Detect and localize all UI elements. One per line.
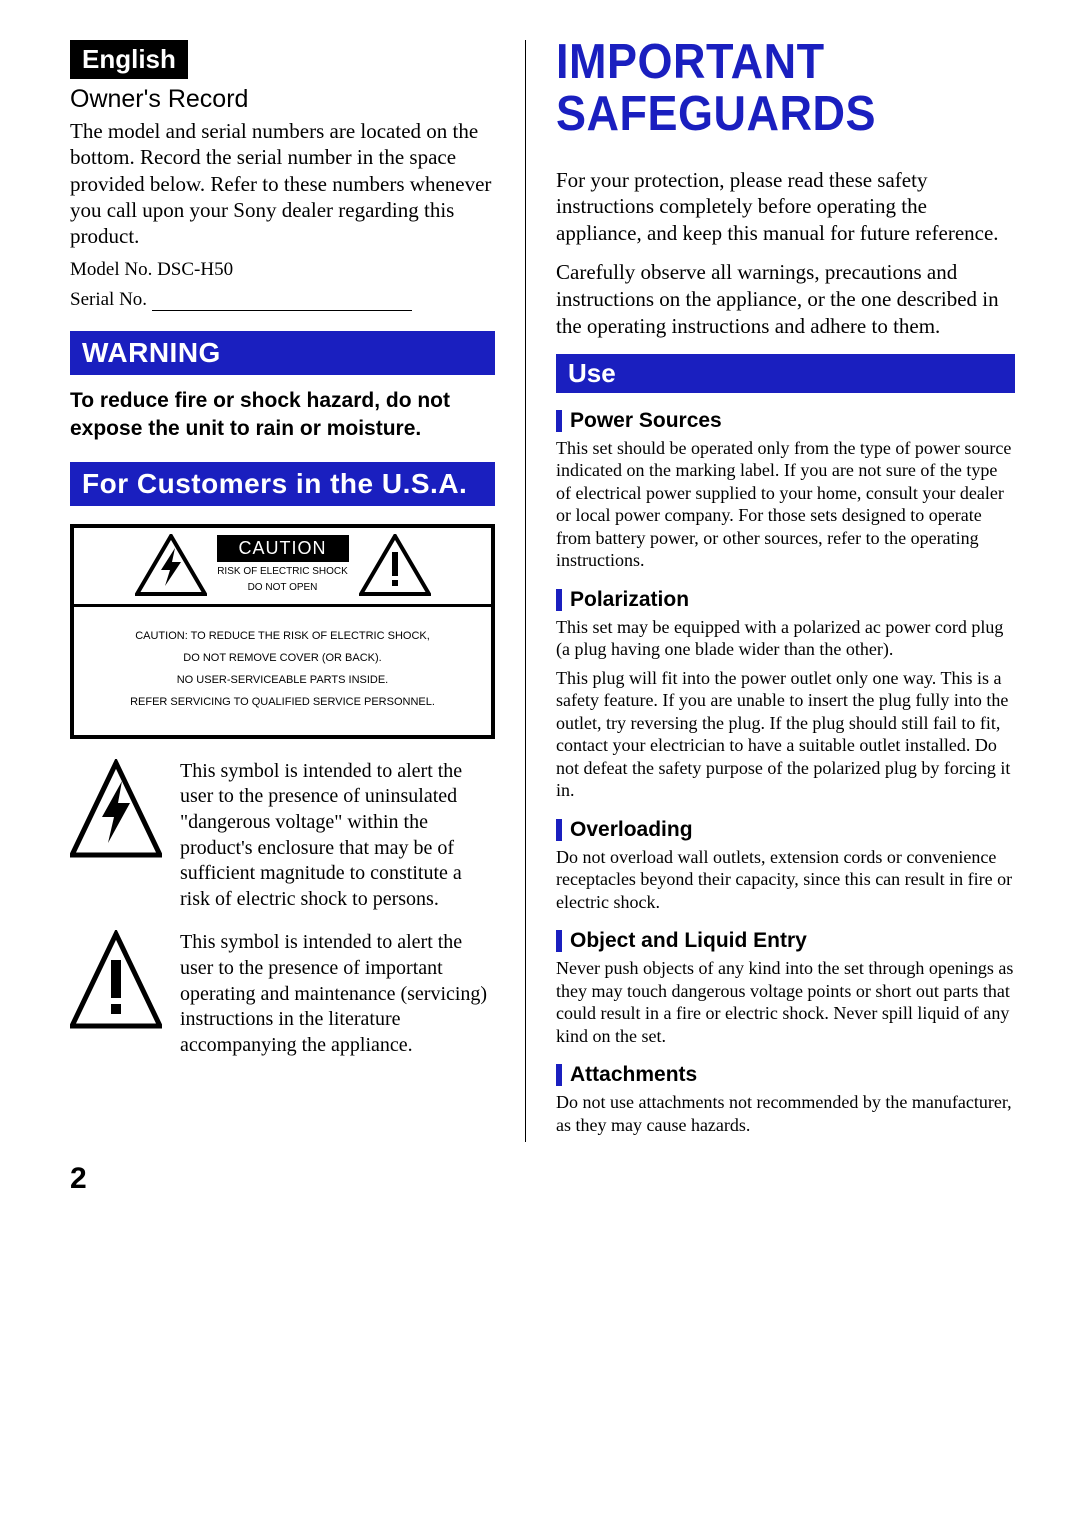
- caution-line-2: DO NOT REMOVE COVER (OR BACK).: [94, 647, 471, 669]
- section-heading: Power Sources: [556, 409, 1015, 433]
- use-sections: Power Sources This set should be operated…: [556, 409, 1015, 1137]
- blue-tick-icon: [556, 930, 562, 952]
- caution-title: CAUTION: [217, 535, 349, 562]
- intro-2: Carefully observe all warnings, precauti…: [556, 259, 1015, 340]
- blue-tick-icon: [556, 410, 562, 432]
- symbol-1-text: This symbol is intended to alert the use…: [180, 759, 495, 913]
- caution-box: CAUTION RISK OF ELECTRIC SHOCK DO NOT OP…: [70, 524, 495, 739]
- caution-sub2: DO NOT OPEN: [217, 582, 349, 594]
- page-container: English Owner's Record The model and ser…: [70, 40, 1030, 1142]
- caution-header-row: CAUTION RISK OF ELECTRIC SHOCK DO NOT OP…: [74, 528, 491, 604]
- title-line-2: SAFEGUARDS: [556, 87, 1015, 139]
- section-heading-text: Attachments: [570, 1063, 697, 1087]
- caution-sub1: RISK OF ELECTRIC SHOCK: [217, 566, 349, 578]
- blue-tick-icon: [556, 589, 562, 611]
- serial-number-field: Serial No.: [70, 289, 495, 311]
- model-number: Model No. DSC-H50: [70, 259, 495, 281]
- intro-1: For your protection, please read these s…: [556, 167, 1015, 248]
- use-banner: Use: [556, 354, 1015, 393]
- right-column: IMPORTANT SAFEGUARDS For your protection…: [525, 40, 1015, 1142]
- owners-record-heading: Owner's Record: [70, 85, 495, 114]
- section-heading: Object and Liquid Entry: [556, 929, 1015, 953]
- section-heading: Attachments: [556, 1063, 1015, 1087]
- section-heading-text: Power Sources: [570, 409, 722, 433]
- section-heading: Overloading: [556, 818, 1015, 842]
- caution-line-4: REFER SERVICING TO QUALIFIED SERVICE PER…: [94, 691, 471, 713]
- warning-body: To reduce fire or shock hazard, do not e…: [70, 387, 495, 442]
- exclamation-triangle-icon: [70, 930, 162, 1034]
- symbol-explain-2: This symbol is intended to alert the use…: [70, 930, 495, 1058]
- section-body: Do not overload wall outlets, extension …: [556, 846, 1015, 914]
- serial-label: Serial No.: [70, 289, 147, 310]
- caution-body: CAUTION: TO REDUCE THE RISK OF ELECTRIC …: [74, 604, 491, 735]
- caution-line-3: NO USER-SERVICEABLE PARTS INSIDE.: [94, 669, 471, 691]
- owners-record-body: The model and serial numbers are located…: [70, 118, 495, 249]
- language-tag: English: [70, 40, 188, 79]
- symbol-2-text: This symbol is intended to alert the use…: [180, 930, 495, 1058]
- section-body-2: This plug will fit into the power outlet…: [556, 667, 1015, 802]
- serial-blank-line: [152, 310, 412, 311]
- blue-tick-icon: [556, 819, 562, 841]
- section-body: Do not use attachments not recommended b…: [556, 1091, 1015, 1136]
- exclamation-triangle-icon: [359, 534, 431, 596]
- caution-line-1: CAUTION: TO REDUCE THE RISK OF ELECTRIC …: [94, 625, 471, 647]
- customers-usa-banner: For Customers in the U.S.A.: [70, 462, 495, 506]
- section-heading-text: Polarization: [570, 588, 689, 612]
- section-body: Never push objects of any kind into the …: [556, 957, 1015, 1047]
- lightning-triangle-icon: [135, 534, 207, 596]
- section-body: This set should be operated only from th…: [556, 437, 1015, 572]
- symbol-explain-1: This symbol is intended to alert the use…: [70, 759, 495, 913]
- safeguards-title: IMPORTANT SAFEGUARDS: [556, 35, 1015, 139]
- section-body: This set may be equipped with a polarize…: [556, 616, 1015, 661]
- warning-banner: WARNING: [70, 331, 495, 375]
- caution-center: CAUTION RISK OF ELECTRIC SHOCK DO NOT OP…: [217, 535, 349, 594]
- left-column: English Owner's Record The model and ser…: [70, 40, 525, 1142]
- title-line-1: IMPORTANT: [556, 35, 1015, 87]
- section-heading-text: Object and Liquid Entry: [570, 929, 807, 953]
- lightning-triangle-icon: [70, 759, 162, 863]
- section-heading-text: Overloading: [570, 818, 693, 842]
- page-number: 2: [70, 1162, 1030, 1196]
- section-heading: Polarization: [556, 588, 1015, 612]
- blue-tick-icon: [556, 1064, 562, 1086]
